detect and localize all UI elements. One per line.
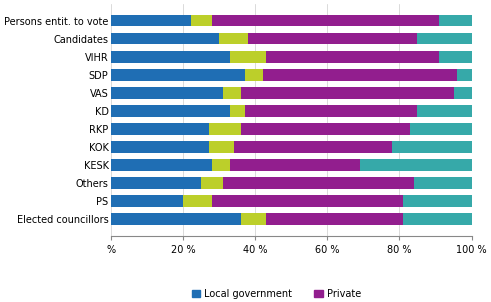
Bar [209, 123, 241, 135]
Bar [183, 195, 212, 207]
Bar [234, 141, 392, 153]
Bar [111, 15, 191, 26]
Bar [223, 177, 414, 189]
Bar [230, 51, 266, 63]
Bar [111, 69, 245, 81]
Bar [248, 33, 417, 44]
Bar [111, 33, 219, 44]
Bar [245, 105, 417, 117]
Bar [360, 159, 471, 171]
Bar [439, 15, 471, 26]
Bar [403, 195, 471, 207]
Bar [111, 213, 241, 225]
Bar [414, 177, 471, 189]
Bar [111, 177, 201, 189]
Bar [266, 51, 439, 63]
Bar [212, 159, 230, 171]
Bar [201, 177, 223, 189]
Bar [403, 213, 471, 225]
Bar [111, 51, 230, 63]
Bar [219, 33, 248, 44]
Bar [266, 213, 403, 225]
Bar [410, 123, 471, 135]
Bar [454, 87, 471, 99]
Bar [241, 213, 266, 225]
Bar [241, 123, 410, 135]
Bar [230, 159, 360, 171]
Bar [212, 15, 439, 26]
Bar [230, 105, 245, 117]
Bar [111, 87, 223, 99]
Bar [439, 51, 471, 63]
Bar [111, 141, 209, 153]
Legend: Local government, Central government, Private, Entrepreneur: Local government, Central government, Pr… [190, 287, 393, 302]
Bar [223, 87, 241, 99]
Bar [457, 69, 471, 81]
Bar [111, 159, 212, 171]
Bar [111, 123, 209, 135]
Bar [212, 195, 403, 207]
Bar [245, 69, 263, 81]
Bar [191, 15, 212, 26]
Bar [392, 141, 471, 153]
Bar [263, 69, 457, 81]
Bar [417, 105, 471, 117]
Bar [209, 141, 234, 153]
Bar [241, 87, 454, 99]
Bar [417, 33, 471, 44]
Bar [111, 195, 183, 207]
Bar [111, 105, 230, 117]
